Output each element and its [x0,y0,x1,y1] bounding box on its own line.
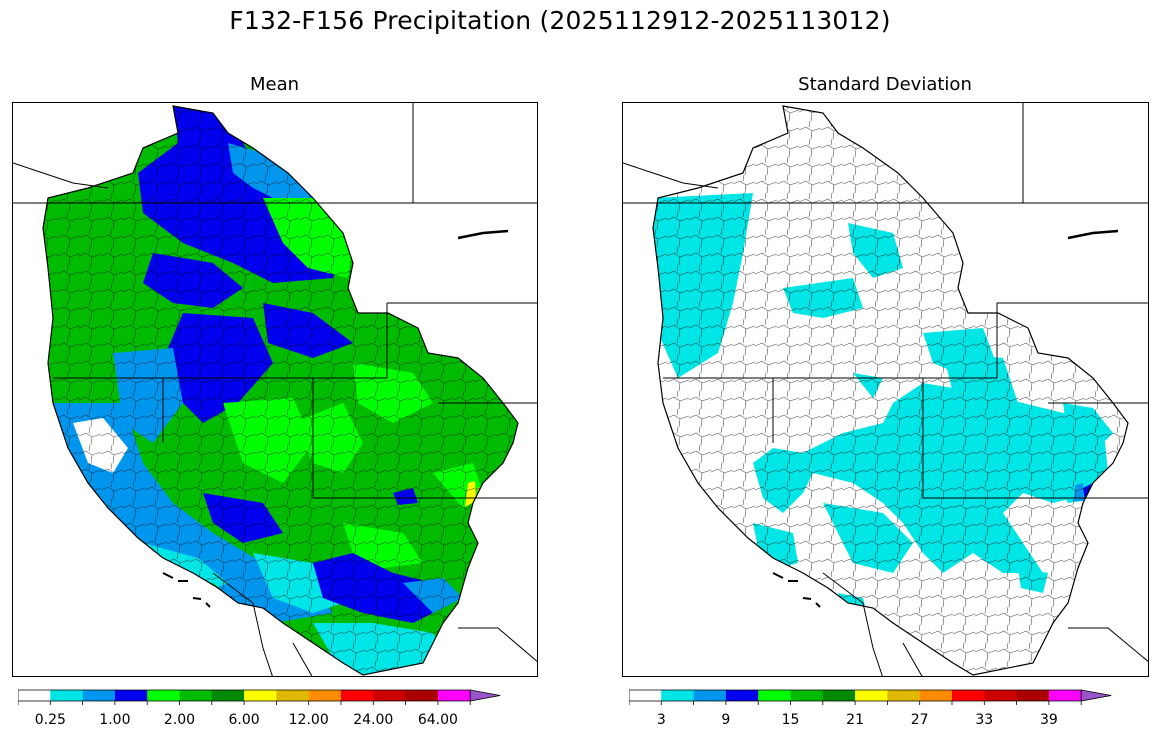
std-colorbar-tick-label: 39 [1039,712,1058,728]
mean-colorbar-segment [114,690,148,701]
std-colorbar-segment [984,690,1017,701]
std-colorbar-segment [790,690,824,701]
mean-colorbar-segment [179,690,213,701]
mean-colorbar-tick-label: 2.00 [163,712,196,728]
mean-colorbar-segment [405,690,439,701]
std-colorbar-segment [693,690,727,701]
mean-colorbar-segment [147,690,180,701]
mean-map-outlines [13,103,537,676]
std-colorbar-segment [629,690,662,701]
mean-colorbar-segment [82,690,116,701]
mean-colorbar-segment [211,690,245,701]
std-colorbar-tick-label: 21 [846,712,865,728]
mean-colorbar-segment [50,690,83,701]
std-colorbar-segment [855,690,888,701]
mean-colorbar-segment [276,690,310,701]
std-colorbar-segment [725,690,759,701]
std-colorbar-segment [919,690,953,701]
mean-colorbar: 0.25 1.00 2.00 6.00 12.00 24.00 64.00 [18,688,532,728]
std-panel-title: Standard Deviation [798,74,972,95]
std-map [622,102,1149,677]
std-colorbar-tick-label: 9 [721,712,731,728]
mean-colorbar-segment [244,690,277,701]
std-colorbar-tick-label: 15 [781,712,800,728]
std-colorbar-extend-arrow [1080,689,1112,702]
std-colorbar-segment [822,690,856,701]
std-colorbar: 3 9 15 21 27 33 39 [629,688,1143,728]
std-precip-shading [653,106,1128,675]
mean-colorbar-tick-label: 1.00 [99,712,131,728]
mean-panel-title: Mean [249,74,300,95]
mean-colorbar-segment [373,690,406,701]
std-colorbar-tick-label: 27 [910,712,929,728]
std-colorbar-segment [661,690,694,701]
std-map-outlines [623,103,1148,676]
mean-colorbar-tick-label: 24.00 [353,712,394,728]
std-colorbar-segment [952,690,985,701]
mean-precip-shading [43,106,518,675]
mean-colorbar-segment [341,690,374,701]
figure-title: F132-F156 Precipitation (2025112912-2025… [229,6,891,35]
mean-colorbar-tick-label: 6.00 [228,712,260,728]
std-colorbar-tick-label: 3 [656,712,666,728]
mean-colorbar-segment [18,690,51,701]
std-colorbar-tick-label: 33 [975,712,994,728]
mean-colorbar-tick-label: 12.00 [288,712,329,728]
mean-colorbar-extend-arrow [469,689,501,702]
mean-colorbar-tick-label: 0.25 [34,712,66,728]
mean-colorbar-tick-label: 64.00 [417,712,458,728]
std-colorbar-segment [1048,690,1082,701]
std-colorbar-segment [758,690,791,701]
mean-colorbar-segment [308,690,342,701]
std-colorbar-segment [1016,690,1050,701]
mean-colorbar-segment [437,690,471,701]
std-colorbar-segment [887,690,921,701]
mean-map [12,102,538,677]
